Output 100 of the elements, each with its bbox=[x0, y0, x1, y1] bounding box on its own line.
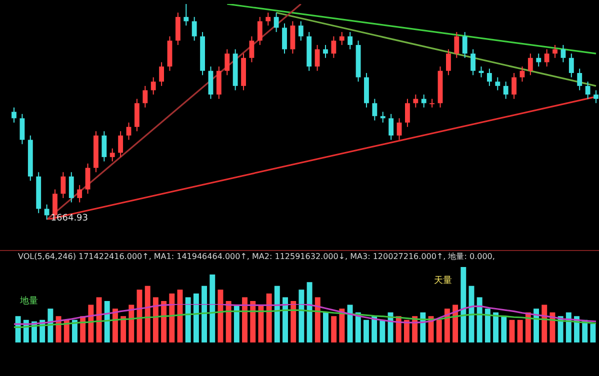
bar bbox=[355, 312, 361, 343]
bar bbox=[314, 297, 320, 343]
candlestick bbox=[216, 66, 222, 100]
bar bbox=[161, 301, 167, 343]
candlestick bbox=[77, 184, 82, 203]
candlestick bbox=[552, 44, 558, 58]
bar bbox=[566, 312, 572, 343]
text: VOL(5,64,246) 171422416.000↑, MA1: 141946464.000↑, MA2: 112591632.000↓, MA3: 120027216.000↑, 地量: 0.000, bbox=[0, 250, 599, 263]
bar bbox=[72, 320, 78, 343]
bar bbox=[202, 286, 208, 343]
candlestick bbox=[512, 72, 516, 100]
candlestick bbox=[372, 98, 378, 121]
candlestick bbox=[249, 36, 254, 63]
candlestick bbox=[331, 36, 336, 58]
bar bbox=[96, 297, 102, 343]
bar bbox=[234, 304, 240, 343]
bar bbox=[104, 301, 110, 343]
candlestick bbox=[470, 48, 476, 76]
candlestick bbox=[159, 62, 164, 86]
candlestick bbox=[282, 22, 287, 54]
bar bbox=[542, 304, 548, 343]
candlestick bbox=[85, 163, 90, 194]
bar bbox=[372, 316, 378, 343]
candlestick bbox=[184, 4, 189, 26]
candlestick bbox=[413, 94, 418, 108]
candlestick bbox=[68, 172, 74, 203]
candlestick bbox=[585, 81, 590, 100]
bar bbox=[339, 308, 345, 343]
candlestick bbox=[60, 172, 66, 199]
bar bbox=[380, 320, 386, 343]
candlestick bbox=[20, 113, 25, 145]
candlestick bbox=[339, 32, 344, 46]
candlestick bbox=[208, 66, 214, 100]
bar bbox=[460, 267, 466, 343]
candlestick bbox=[257, 16, 262, 46]
bar bbox=[484, 308, 490, 343]
candlestick bbox=[568, 53, 574, 78]
bar bbox=[331, 316, 337, 343]
bar bbox=[193, 293, 199, 343]
bar bbox=[88, 304, 94, 343]
bar bbox=[298, 290, 304, 343]
bar bbox=[452, 304, 458, 343]
bar bbox=[144, 286, 150, 343]
bar bbox=[509, 320, 515, 343]
bar bbox=[534, 308, 540, 343]
annotation: 天量 bbox=[434, 274, 452, 286]
candlestick bbox=[126, 122, 132, 140]
bar bbox=[218, 290, 224, 343]
candlestick bbox=[396, 118, 402, 140]
candlestick bbox=[486, 68, 492, 86]
candlestick bbox=[224, 48, 230, 76]
bar bbox=[590, 324, 596, 343]
candlestick bbox=[266, 12, 271, 26]
bar bbox=[152, 297, 158, 343]
candlestick bbox=[298, 20, 304, 42]
candlestick bbox=[446, 48, 451, 76]
candlestick bbox=[388, 113, 394, 140]
candlestick bbox=[421, 94, 426, 108]
candlestick bbox=[323, 44, 328, 58]
bar bbox=[404, 320, 410, 343]
candlestick bbox=[560, 44, 566, 63]
bar bbox=[274, 286, 280, 343]
bar bbox=[436, 320, 442, 343]
bar bbox=[266, 293, 272, 343]
candlestick bbox=[528, 53, 533, 76]
candlestick bbox=[536, 53, 542, 68]
candlestick bbox=[594, 90, 598, 104]
candlestick bbox=[44, 204, 50, 220]
candlestick bbox=[348, 32, 353, 50]
candlestick bbox=[495, 76, 500, 91]
bar bbox=[169, 293, 175, 343]
candlestick bbox=[102, 130, 107, 162]
bar bbox=[185, 297, 191, 343]
candlestick bbox=[380, 111, 386, 124]
bar bbox=[493, 312, 499, 343]
bar bbox=[258, 304, 264, 343]
annotation: 1664.93 bbox=[50, 213, 88, 224]
bar bbox=[517, 320, 523, 343]
annotation: 地量 bbox=[18, 295, 38, 306]
bar bbox=[250, 301, 256, 343]
candlestick bbox=[110, 148, 115, 162]
candlestick bbox=[454, 32, 460, 58]
bar bbox=[363, 320, 369, 343]
candlestick bbox=[12, 106, 16, 124]
candlestick bbox=[503, 81, 508, 100]
candlestick bbox=[520, 66, 525, 82]
bar bbox=[210, 274, 216, 343]
candlestick bbox=[405, 98, 410, 128]
bar bbox=[282, 297, 288, 343]
bar bbox=[306, 282, 312, 343]
bar bbox=[323, 312, 328, 343]
bar bbox=[48, 308, 54, 343]
bar bbox=[347, 304, 353, 343]
candlestick bbox=[192, 16, 197, 42]
bar bbox=[226, 301, 232, 343]
candlestick bbox=[544, 48, 550, 68]
bar bbox=[290, 301, 296, 343]
candlestick bbox=[274, 12, 279, 33]
bar bbox=[501, 316, 507, 343]
candlestick bbox=[314, 44, 320, 72]
